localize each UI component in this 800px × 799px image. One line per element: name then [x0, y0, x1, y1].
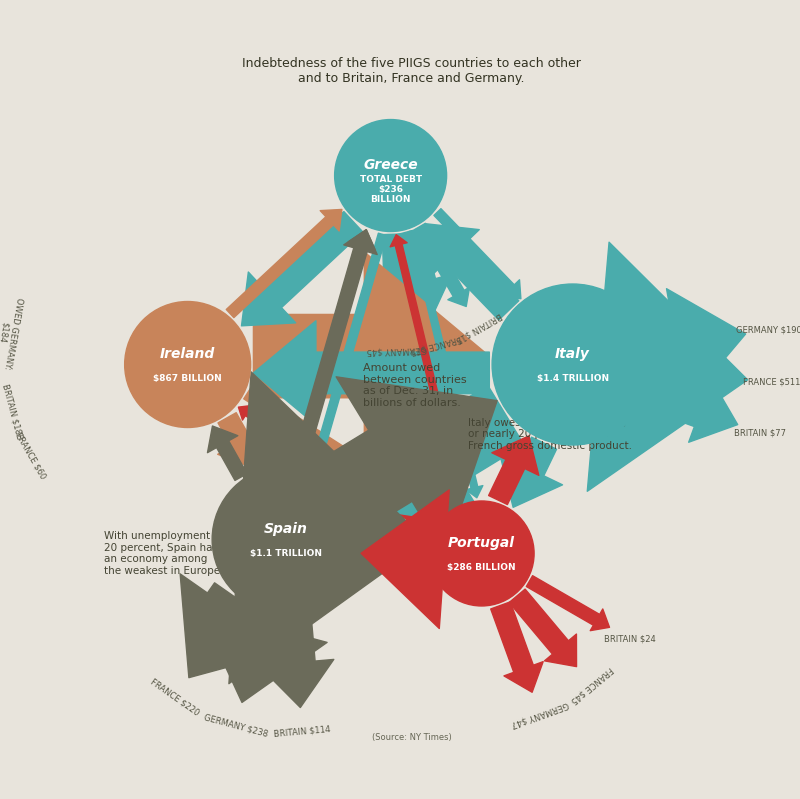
Text: GERMANY $45: GERMANY $45	[366, 345, 427, 356]
Text: OWED GERMANY:
$184: OWED GERMANY: $184	[0, 296, 24, 371]
Text: Amount owed
between countries
as of Dec. 31, in
billions of dollars.: Amount owed between countries as of Dec.…	[362, 363, 466, 408]
Text: (Source: NY Times): (Source: NY Times)	[372, 733, 451, 742]
Text: GERMANY $47: GERMANY $47	[510, 700, 570, 729]
Text: BRITAIN $188: BRITAIN $188	[0, 383, 24, 440]
Circle shape	[125, 301, 250, 427]
Text: Spain: Spain	[264, 522, 307, 536]
Text: Italy owes France $511 billion,
or nearly 20 percent of the
French gross domesti: Italy owes France $511 billion, or nearl…	[468, 418, 632, 451]
Text: $867 BILLION: $867 BILLION	[154, 374, 222, 383]
Circle shape	[334, 120, 446, 232]
Text: FRANCE $60: FRANCE $60	[13, 431, 47, 480]
Text: BRITAIN $77: BRITAIN $77	[734, 428, 786, 437]
Text: Italy: Italy	[555, 347, 590, 361]
Text: GERMANY $190: GERMANY $190	[736, 325, 800, 334]
Text: $1.4 TRILLION: $1.4 TRILLION	[537, 374, 609, 383]
Circle shape	[212, 466, 359, 613]
Text: With unemployment at
20 percent, Spain has
an economy among
the weakest in Europ: With unemployment at 20 percent, Spain h…	[104, 531, 223, 576]
Text: BRITAIN $24: BRITAIN $24	[604, 634, 656, 644]
Text: Ireland: Ireland	[160, 347, 215, 361]
Circle shape	[492, 284, 653, 445]
Text: Indebtedness of the five PIIGS countries to each other
and to Britain, France an: Indebtedness of the five PIIGS countries…	[242, 57, 581, 85]
Text: $1.1 TRILLION: $1.1 TRILLION	[250, 549, 322, 558]
Text: TOTAL DEBT
$236
BILLION: TOTAL DEBT $236 BILLION	[359, 175, 422, 205]
Text: GERMANY $238: GERMANY $238	[202, 713, 269, 738]
Circle shape	[429, 501, 534, 606]
Text: FRANCE $75: FRANCE $75	[410, 333, 462, 356]
Text: Greece: Greece	[363, 158, 418, 172]
Text: Portugal: Portugal	[448, 536, 515, 550]
Text: BRITAIN $114: BRITAIN $114	[274, 724, 331, 738]
Text: $286 BILLION: $286 BILLION	[447, 563, 516, 572]
Text: FRANCE $45: FRANCE $45	[569, 665, 614, 705]
Text: FRANCE $511: FRANCE $511	[742, 377, 800, 387]
Text: FRANCE $220: FRANCE $220	[149, 677, 202, 718]
Text: BRITAIN $15: BRITAIN $15	[454, 310, 502, 344]
